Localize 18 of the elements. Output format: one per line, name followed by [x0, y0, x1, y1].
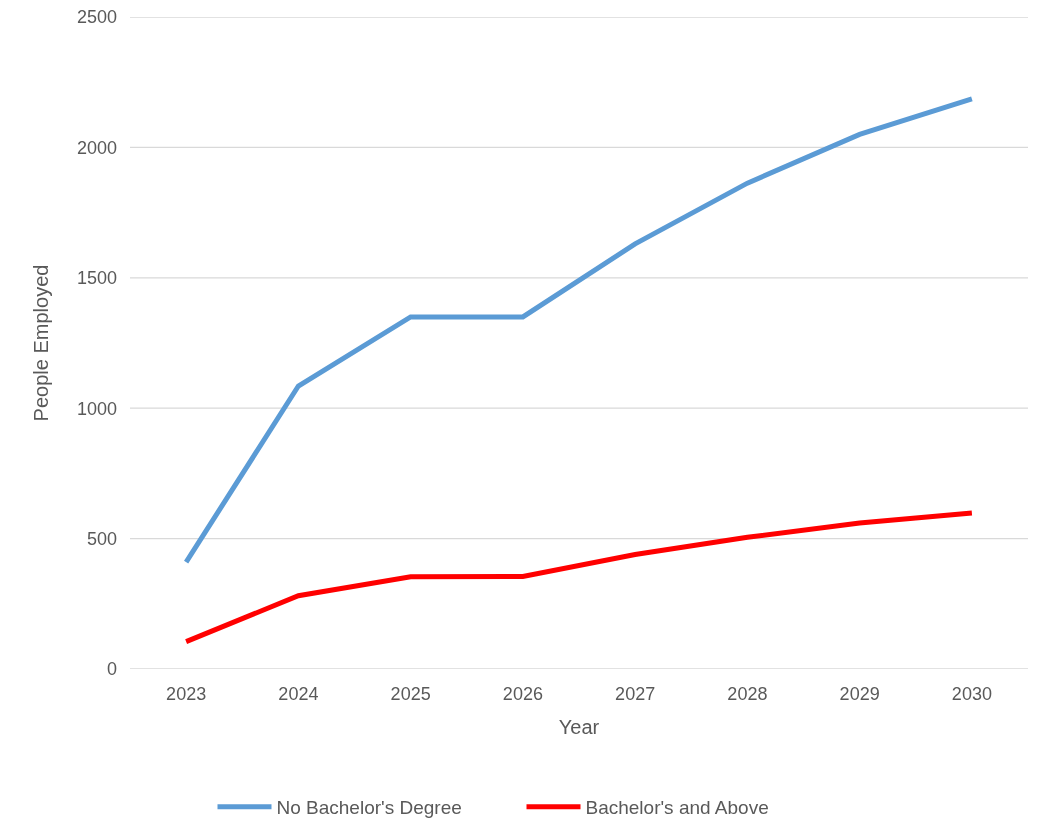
x-tick-label: 2026	[502, 684, 543, 704]
y-tick-label: 500	[86, 528, 117, 549]
x-tick-label: 2024	[278, 684, 319, 704]
x-tick-label: 2025	[390, 684, 431, 704]
x-tick-label: 2030	[951, 684, 992, 704]
y-axis-title: People Employed	[30, 264, 53, 422]
y-tick-label: 0	[106, 659, 117, 680]
legend-label: Bachelor's and Above	[585, 797, 769, 819]
y-tick-label: 1500	[76, 268, 117, 289]
y-tick-label: 2000	[76, 137, 117, 158]
x-tick-label: 2027	[615, 684, 656, 704]
x-tick-label: 2029	[839, 684, 880, 704]
legend-label: No Bachelor's Degree	[276, 797, 462, 819]
x-tick-label: 2028	[727, 684, 768, 704]
x-axis-title: Year	[558, 715, 600, 738]
y-tick-label: 2500	[76, 7, 117, 28]
y-tick-label: 1000	[76, 398, 117, 419]
x-tick-label: 2023	[166, 684, 207, 704]
